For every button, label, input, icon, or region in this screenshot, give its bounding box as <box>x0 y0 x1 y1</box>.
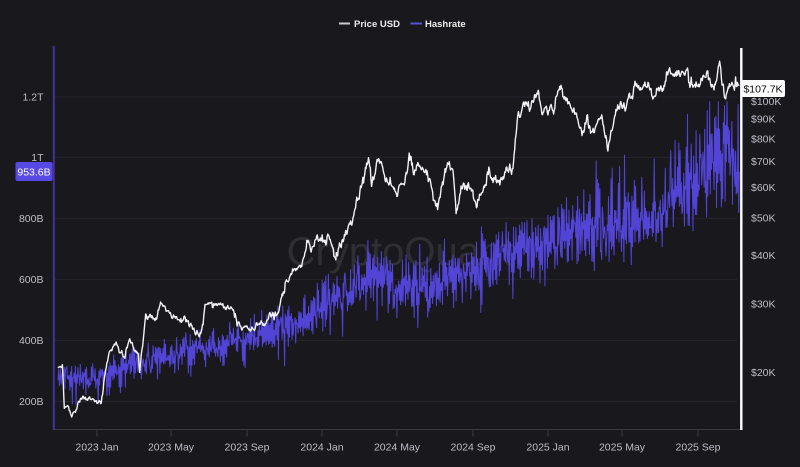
svg-text:1T: 1T <box>31 152 44 164</box>
svg-text:$90K: $90K <box>751 114 776 126</box>
svg-text:2023 May: 2023 May <box>148 442 195 454</box>
svg-text:$20K: $20K <box>751 367 776 379</box>
svg-text:2023 Jan: 2023 Jan <box>75 442 118 454</box>
svg-text:1.2T: 1.2T <box>22 92 44 104</box>
svg-text:953.6B: 953.6B <box>17 167 50 179</box>
svg-text:$70K: $70K <box>751 156 776 168</box>
svg-text:200B: 200B <box>19 396 44 408</box>
svg-text:2024 Jan: 2024 Jan <box>300 442 343 454</box>
svg-text:Hashrate: Hashrate <box>425 19 466 30</box>
svg-text:2025 May: 2025 May <box>599 442 646 454</box>
svg-text:$50K: $50K <box>751 213 776 225</box>
svg-text:2025 Jan: 2025 Jan <box>526 442 569 454</box>
svg-text:Price USD: Price USD <box>354 19 400 30</box>
svg-text:600B: 600B <box>19 274 44 286</box>
svg-text:2023 Sep: 2023 Sep <box>225 442 270 454</box>
svg-text:$100K: $100K <box>751 96 781 108</box>
svg-text:$40K: $40K <box>751 250 776 262</box>
svg-text:$107.7K: $107.7K <box>743 84 782 96</box>
svg-text:$30K: $30K <box>751 299 776 311</box>
svg-text:2025 Sep: 2025 Sep <box>676 442 721 454</box>
svg-text:800B: 800B <box>19 213 44 225</box>
svg-text:400B: 400B <box>19 335 44 347</box>
svg-text:2024 May: 2024 May <box>374 442 421 454</box>
svg-text:$60K: $60K <box>751 182 776 194</box>
svg-text:$80K: $80K <box>751 134 776 146</box>
svg-text:2024 Sep: 2024 Sep <box>451 442 496 454</box>
svg-text:CryptoQuant: CryptoQuant <box>287 230 514 274</box>
